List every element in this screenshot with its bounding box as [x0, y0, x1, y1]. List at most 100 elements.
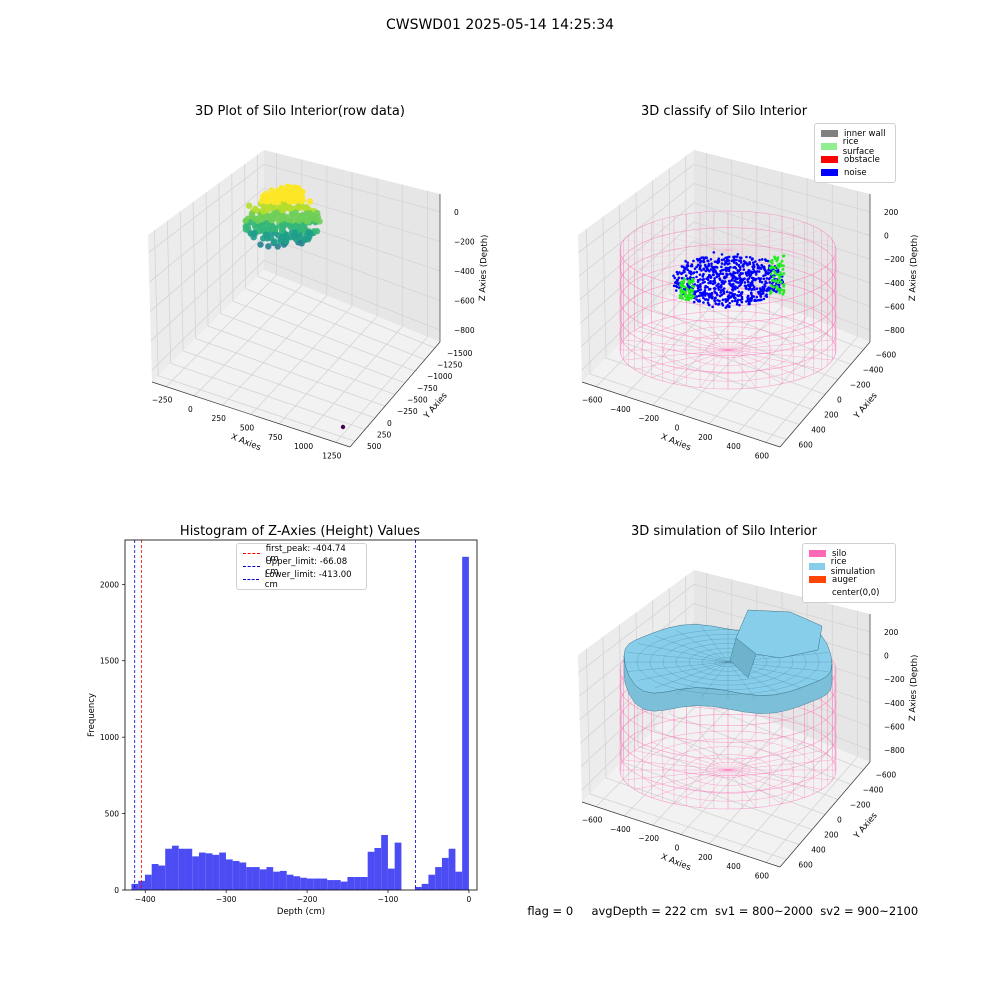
noise-point: [725, 272, 728, 276]
noise-point: [707, 275, 711, 278]
histogram-bar: [198, 852, 206, 890]
noise-point: [713, 277, 716, 280]
x-tick-label: −400: [135, 895, 156, 904]
x-tick-label: 1000: [294, 442, 313, 451]
y-axis-line: [779, 761, 871, 868]
sv2-text: sv2 = 900~2100: [820, 904, 919, 918]
rice-surface-point: [683, 292, 687, 296]
x-tick-label: 600: [755, 451, 770, 460]
noise-point: [742, 268, 746, 271]
rice-surface-point: [769, 292, 772, 295]
grid-line: [605, 777, 800, 845]
noise-point: [763, 288, 766, 292]
noise-point: [727, 262, 731, 265]
noise-point: [716, 298, 719, 302]
silo-floor-spoke: [699, 312, 729, 351]
noise-point: [759, 295, 763, 298]
raw-point: [274, 213, 281, 220]
grid-line: [621, 761, 813, 830]
z-tick-label: 0: [884, 231, 889, 240]
rice-surface-point: [683, 290, 687, 294]
histogram-bar: [313, 878, 321, 890]
silo-floor-spoke: [699, 769, 729, 808]
z-tick-label: −800: [884, 746, 905, 755]
noise-point: [686, 268, 689, 272]
raw-point: [262, 190, 269, 198]
rice-surface-point: [678, 293, 682, 297]
noise-point: [738, 256, 742, 259]
noise-point: [758, 280, 762, 283]
silo-floor-spoke: [727, 349, 783, 384]
grid-line: [653, 729, 838, 800]
legend-item: Lower_limit: -413.00 cm: [243, 570, 360, 590]
legend-label: Lower_limit: -413.00 cm: [264, 569, 352, 590]
noise-point: [698, 299, 701, 302]
y-tick-label: 200: [824, 831, 839, 840]
noise-point: [718, 299, 721, 303]
noise-point: [755, 287, 759, 290]
histogram-bar: [178, 848, 186, 890]
mesh-spoke: [700, 626, 729, 663]
y-tick-label: 500: [367, 442, 382, 451]
x-axis-label: X Axies: [659, 852, 692, 873]
noise-point: [728, 301, 732, 305]
noise-point: [700, 269, 703, 272]
silo-floor-spoke: [727, 769, 805, 798]
grid-line: [637, 745, 826, 815]
grid-line: [578, 183, 871, 277]
noise-point: [713, 290, 716, 293]
noise-point: [747, 269, 751, 272]
noise-point: [751, 283, 754, 287]
noise-point: [746, 294, 750, 298]
raw-point: [248, 210, 256, 218]
noise-point: [697, 285, 700, 289]
histogram-bar: [252, 867, 260, 890]
raw-point: [286, 197, 293, 204]
histogram-title: Histogram of Z-Axies (Height) Values: [179, 524, 421, 539]
rice-surface-point: [777, 273, 781, 277]
noise-point: [705, 256, 708, 259]
noise-point: [747, 301, 751, 304]
noise-point: [768, 281, 772, 284]
noise-point: [736, 253, 740, 256]
noise-point: [705, 298, 708, 301]
x-tick-label: −200: [297, 895, 318, 904]
grid-line: [668, 168, 671, 295]
legend-item: obstacle: [821, 153, 889, 166]
noise-point: [693, 283, 697, 286]
silo-floor-spoke: [727, 316, 783, 351]
y-tick-label: 400: [811, 426, 826, 435]
noise-point: [736, 269, 739, 272]
noise-point: [717, 282, 720, 286]
rice-surface-point: [690, 277, 694, 281]
silo-floor-spoke: [727, 742, 805, 771]
raw-point: [274, 243, 281, 250]
noise-point: [741, 278, 745, 281]
histogram-bar: [340, 881, 348, 890]
noise-point: [701, 291, 705, 295]
y-tick-label: 1500: [100, 657, 119, 666]
rice-surface-point: [771, 265, 775, 269]
z-tick-label: −600: [884, 302, 905, 311]
raw-point: [265, 206, 272, 214]
noise-point: [750, 292, 753, 295]
raw-point: [250, 230, 257, 238]
x-axis-label: X Axies: [229, 432, 262, 453]
noise-point: [713, 260, 717, 264]
noise-point: [727, 267, 731, 270]
silo-floor-ring: [662, 746, 794, 794]
raw-point: [285, 216, 292, 224]
silo-floor-spoke: [623, 759, 729, 771]
noise-point: [731, 276, 735, 280]
silo-floor-ring: [641, 318, 815, 382]
rice-surface-point: [687, 296, 691, 300]
histogram-bar: [246, 867, 253, 890]
x-axis-line: [581, 381, 781, 448]
noise-point: [703, 263, 707, 267]
noise-point: [719, 269, 722, 273]
silo-floor-spoke: [634, 769, 729, 790]
noise-point: [730, 294, 734, 298]
noise-point: [747, 283, 750, 287]
rice-surface-point: [691, 295, 695, 299]
pane-left: [578, 150, 694, 382]
